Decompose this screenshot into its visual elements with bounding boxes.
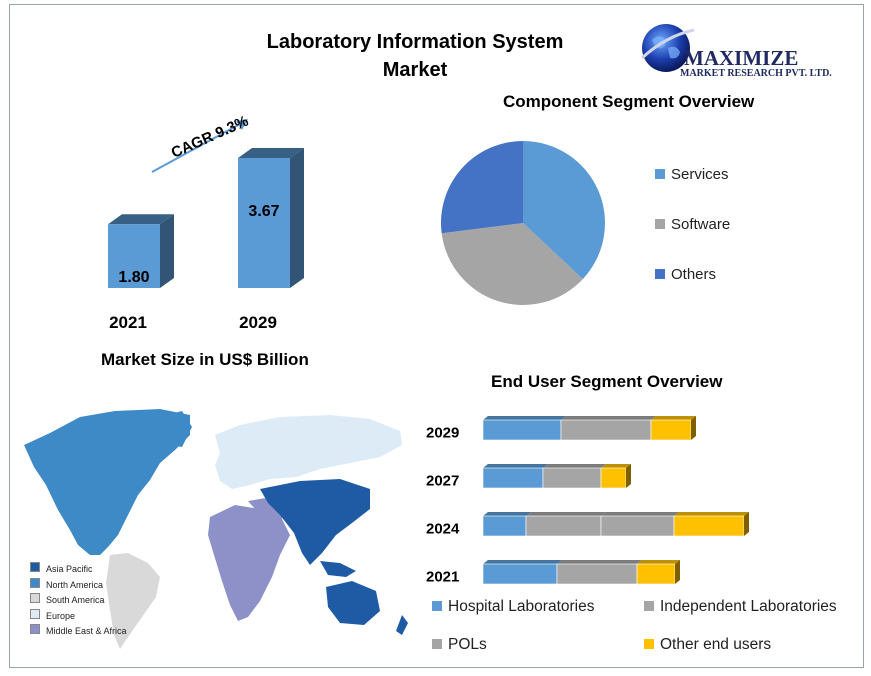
- chart-title-line-1: Laboratory Information System: [266, 31, 564, 53]
- map-region-australia: [326, 581, 380, 625]
- legend-label: North America: [46, 579, 104, 590]
- logo-name: MAXIMIZE: [684, 46, 799, 70]
- end-user-bar-2024-3: [673, 512, 749, 537]
- legend-label: Services: [671, 166, 729, 183]
- market-size-chart: 1.80 2021 3.67 2029 CAGR 9.3%: [108, 113, 304, 332]
- market-year-label-2029: 2029: [239, 313, 277, 332]
- end-user-bar-2021-1: [556, 560, 642, 585]
- legend-swatch: [432, 601, 442, 611]
- legend-swatch: [30, 577, 40, 588]
- market-bar-2029: [238, 148, 304, 288]
- end-user-bar-2021-0: [482, 560, 562, 585]
- component-pie-chart: [441, 141, 605, 305]
- end-user-bar-2024-0: [482, 512, 531, 537]
- market-bar-label-2021: 1.80: [118, 269, 149, 286]
- legend-label: Middle East & Africa: [46, 626, 127, 636]
- legend-swatch: [655, 219, 665, 229]
- legend-swatch: [655, 169, 665, 179]
- end-user-legend-item: Hospital Laboratories: [432, 598, 594, 616]
- legend-swatch: [30, 593, 40, 603]
- legend-label: Other end users: [660, 636, 772, 653]
- end-user-bar-2021-3: [636, 560, 680, 585]
- end-user-bar-2024-2: [600, 512, 679, 537]
- end-user-bar-2024-1: [525, 512, 606, 537]
- cagr-arrow-icon: [151, 123, 241, 173]
- legend-label: Independent Laboratories: [660, 598, 837, 615]
- legend-swatch: [30, 608, 40, 619]
- legend-swatch: [30, 624, 40, 634]
- end-user-stacked-bar-chart: 2029 2027 2024 2021: [426, 416, 749, 586]
- legend-label: POLs: [448, 636, 487, 653]
- map-region-greenland: [160, 411, 192, 447]
- market-bar-2021: [108, 214, 174, 288]
- legend-label: Hospital Laboratories: [448, 598, 595, 615]
- pie-slice-services: [523, 141, 605, 280]
- end-user-chart-title: End User Segment Overview: [491, 372, 723, 391]
- world-map: [24, 409, 408, 649]
- end-user-year-2021: 2021: [426, 569, 459, 586]
- map-legend-item: Asia Pacific: [30, 562, 93, 574]
- legend-swatch: [655, 269, 665, 279]
- map-region-europe: [215, 415, 402, 489]
- map-region-north-america: [24, 409, 190, 555]
- legend-label: Asia Pacific: [46, 564, 93, 574]
- chart-title-line-2: Market: [382, 59, 448, 81]
- map-legend-item: Europe: [30, 608, 76, 621]
- legend-swatch: [432, 639, 442, 649]
- map-region-new-zealand: [396, 615, 408, 635]
- legend-label: Software: [671, 216, 731, 233]
- cagr-label: CAGR 9.3%: [169, 113, 251, 162]
- market-year-label-2021: 2021: [109, 313, 147, 332]
- globe-logo-icon: [640, 24, 695, 72]
- map-region-south-america: [106, 553, 160, 649]
- end-user-bar-2027-1: [542, 464, 606, 489]
- legend-label: South America: [46, 595, 105, 605]
- end-user-bar-2029-0: [482, 416, 566, 441]
- pie-legend-item-services: Services: [655, 166, 729, 183]
- pie-slice-software: [441, 223, 583, 305]
- legend-label: Others: [671, 266, 717, 283]
- end-user-bar-2029-1: [560, 416, 656, 441]
- legend-swatch: [30, 562, 40, 572]
- end-user-bar-2027-0: [482, 464, 548, 489]
- pie-legend-item-others: Others: [655, 266, 716, 283]
- legend-swatch: [644, 639, 654, 649]
- map-legend-item: Middle East & Africa: [30, 624, 127, 636]
- end-user-bar-2029-3: [650, 416, 696, 441]
- pie-legend-item-software: Software: [655, 216, 730, 233]
- market-size-subtitle: Market Size in US$ Billion: [101, 350, 309, 369]
- end-user-legend-item: Other end users: [644, 636, 771, 654]
- map-region-middle-east-africa: [208, 505, 290, 621]
- legend-label: Europe: [46, 610, 76, 621]
- chart-frame: [9, 4, 864, 668]
- market-bar-label-2029: 3.67: [248, 203, 279, 220]
- end-user-year-2029: 2029: [426, 425, 459, 442]
- end-user-legend-item: POLs: [432, 636, 487, 654]
- logo-subtitle: MARKET RESEARCH PVT. LTD.: [680, 68, 832, 79]
- pie-slice-others: [441, 141, 523, 234]
- map-region-asia-pacific: [260, 479, 370, 565]
- end-user-year-2027: 2027: [426, 473, 459, 490]
- map-legend-item: South America: [30, 593, 105, 605]
- map-legend-item: North America: [30, 577, 104, 590]
- map-region-southeast-asia: [320, 561, 356, 577]
- legend-swatch: [644, 601, 654, 611]
- end-user-legend-item: Independent Laboratories: [644, 598, 837, 616]
- pie-chart-title: Component Segment Overview: [503, 92, 755, 111]
- end-user-year-2024: 2024: [426, 521, 460, 538]
